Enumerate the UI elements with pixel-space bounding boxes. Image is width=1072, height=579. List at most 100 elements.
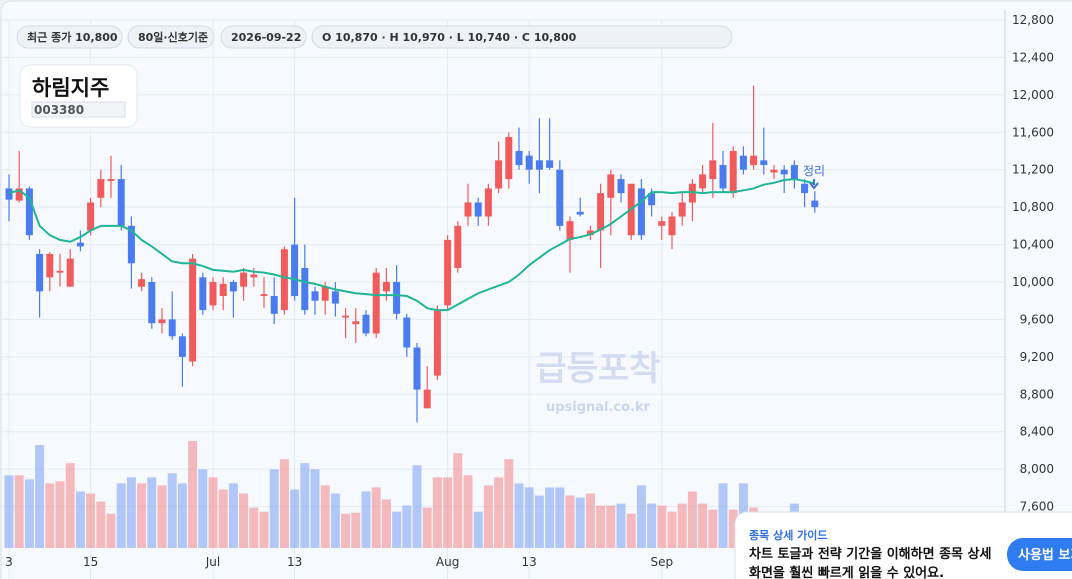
candle-body bbox=[709, 160, 717, 180]
volume-bar bbox=[106, 513, 116, 548]
volume-bar bbox=[239, 493, 249, 548]
volume-bar bbox=[575, 497, 585, 548]
candle-body bbox=[382, 282, 390, 292]
volume-bar bbox=[361, 491, 371, 548]
volume-bar bbox=[279, 459, 289, 548]
candle-body bbox=[546, 160, 554, 168]
chip bbox=[220, 25, 307, 49]
candle-body bbox=[209, 282, 217, 306]
volume-bar bbox=[606, 505, 616, 548]
moving-average bbox=[8, 178, 816, 312]
candle-body bbox=[66, 258, 74, 287]
candle-body bbox=[56, 270, 64, 273]
annotation-arrow bbox=[809, 179, 819, 190]
candle-body bbox=[403, 317, 411, 348]
volume-bar bbox=[698, 503, 708, 548]
candle-body bbox=[576, 211, 584, 215]
candle-body bbox=[168, 319, 176, 337]
candle-body bbox=[148, 282, 156, 324]
volume-bar bbox=[300, 463, 310, 548]
annotation-text: 정리 bbox=[803, 164, 825, 178]
volume-bar bbox=[126, 477, 136, 548]
candle-body bbox=[637, 188, 645, 236]
chip bbox=[16, 25, 123, 49]
y-tick-label: 12,800 bbox=[1012, 13, 1054, 27]
candle-body bbox=[617, 179, 625, 194]
candle-body bbox=[444, 239, 452, 306]
volume-bar bbox=[198, 469, 208, 548]
volume-bar bbox=[657, 505, 667, 548]
candle-body bbox=[352, 321, 360, 325]
candle-body bbox=[495, 160, 503, 189]
volume-bar bbox=[616, 503, 626, 548]
candle-body bbox=[433, 310, 441, 376]
candle-body bbox=[97, 179, 105, 198]
volume-bar bbox=[45, 483, 55, 548]
candle-body bbox=[586, 230, 594, 236]
volume-bar bbox=[65, 463, 75, 548]
y-tick-label: 7,600 bbox=[1020, 500, 1054, 514]
stock-name: 하림지주 bbox=[32, 76, 109, 100]
candle-body bbox=[301, 267, 309, 311]
volume-bar bbox=[453, 453, 463, 548]
guide-button-label[interactable]: 사용법 보기 bbox=[1018, 547, 1072, 563]
chip-text: 2026-09-22 bbox=[231, 31, 301, 44]
candle-body bbox=[331, 291, 339, 304]
guide-button[interactable] bbox=[1007, 538, 1072, 571]
volume-bar bbox=[504, 459, 514, 548]
candle-body bbox=[770, 169, 778, 173]
volume-bar bbox=[269, 469, 279, 548]
volume-bar bbox=[667, 511, 677, 548]
y-tick-label: 12,000 bbox=[1012, 88, 1054, 102]
volume-bar bbox=[188, 441, 198, 548]
candle-body bbox=[46, 253, 54, 278]
volume-bar bbox=[412, 465, 422, 548]
watermark: 급등포착 upsignal.co.kr bbox=[535, 349, 660, 415]
volume-bar bbox=[432, 477, 442, 548]
candle-body bbox=[597, 193, 605, 231]
volume-bar bbox=[86, 493, 96, 548]
volume-bar bbox=[249, 507, 259, 548]
candle-body bbox=[729, 151, 737, 194]
candle-body bbox=[556, 169, 564, 226]
volume-bar bbox=[596, 505, 606, 548]
volume-bar bbox=[35, 445, 45, 548]
candle-body bbox=[87, 202, 95, 231]
candle-body bbox=[260, 294, 268, 297]
volume-bar bbox=[371, 487, 381, 548]
candle-body bbox=[678, 202, 686, 217]
chip bbox=[311, 25, 733, 49]
volume-bar bbox=[585, 493, 595, 548]
volume-bar bbox=[555, 487, 565, 548]
axes: 12,800 12,400 12,000 11,600 11,200 10,800 10,4… bbox=[5, 10, 1054, 579]
guide-line: 차트 토글과 전략 기간을 이해하면 종목 상세 bbox=[749, 546, 991, 562]
x-tick-label: 15 bbox=[83, 555, 98, 569]
chip-text: O 10,870 · H 10,970 · L 10,740 · C 10,80… bbox=[322, 31, 577, 44]
candle-body bbox=[15, 188, 23, 201]
guide-title: 종목 상세 가이드 bbox=[749, 528, 828, 542]
x-tick-label: Aug bbox=[436, 555, 459, 569]
volume-bar bbox=[718, 483, 728, 548]
y-tick-label: 11,600 bbox=[1012, 125, 1054, 139]
x-tick-label: Jul bbox=[205, 555, 220, 569]
volume-bar bbox=[565, 495, 575, 548]
candle-body bbox=[229, 282, 237, 292]
volume-bar bbox=[218, 489, 228, 548]
candle-body bbox=[750, 155, 758, 166]
candle-body bbox=[362, 314, 370, 334]
y-tick-label: 12,400 bbox=[1012, 50, 1054, 64]
y-tick-label: 9,600 bbox=[1020, 312, 1054, 326]
candle-body bbox=[648, 193, 656, 206]
volume-bar bbox=[24, 479, 34, 548]
stock-card: 하림지주 003380 bbox=[19, 64, 138, 128]
volume-bar bbox=[534, 495, 544, 548]
volume-bar bbox=[351, 512, 361, 548]
volume-bar bbox=[75, 491, 85, 548]
header-chips: 최근 종가 10,800 80일·신호기준 2026-09-22 O 10,87… bbox=[16, 25, 733, 49]
volume-bar bbox=[147, 477, 157, 548]
candle-body bbox=[464, 202, 472, 217]
volume-bar bbox=[157, 485, 167, 548]
volume-bar bbox=[636, 485, 646, 548]
candle-body bbox=[658, 221, 666, 226]
